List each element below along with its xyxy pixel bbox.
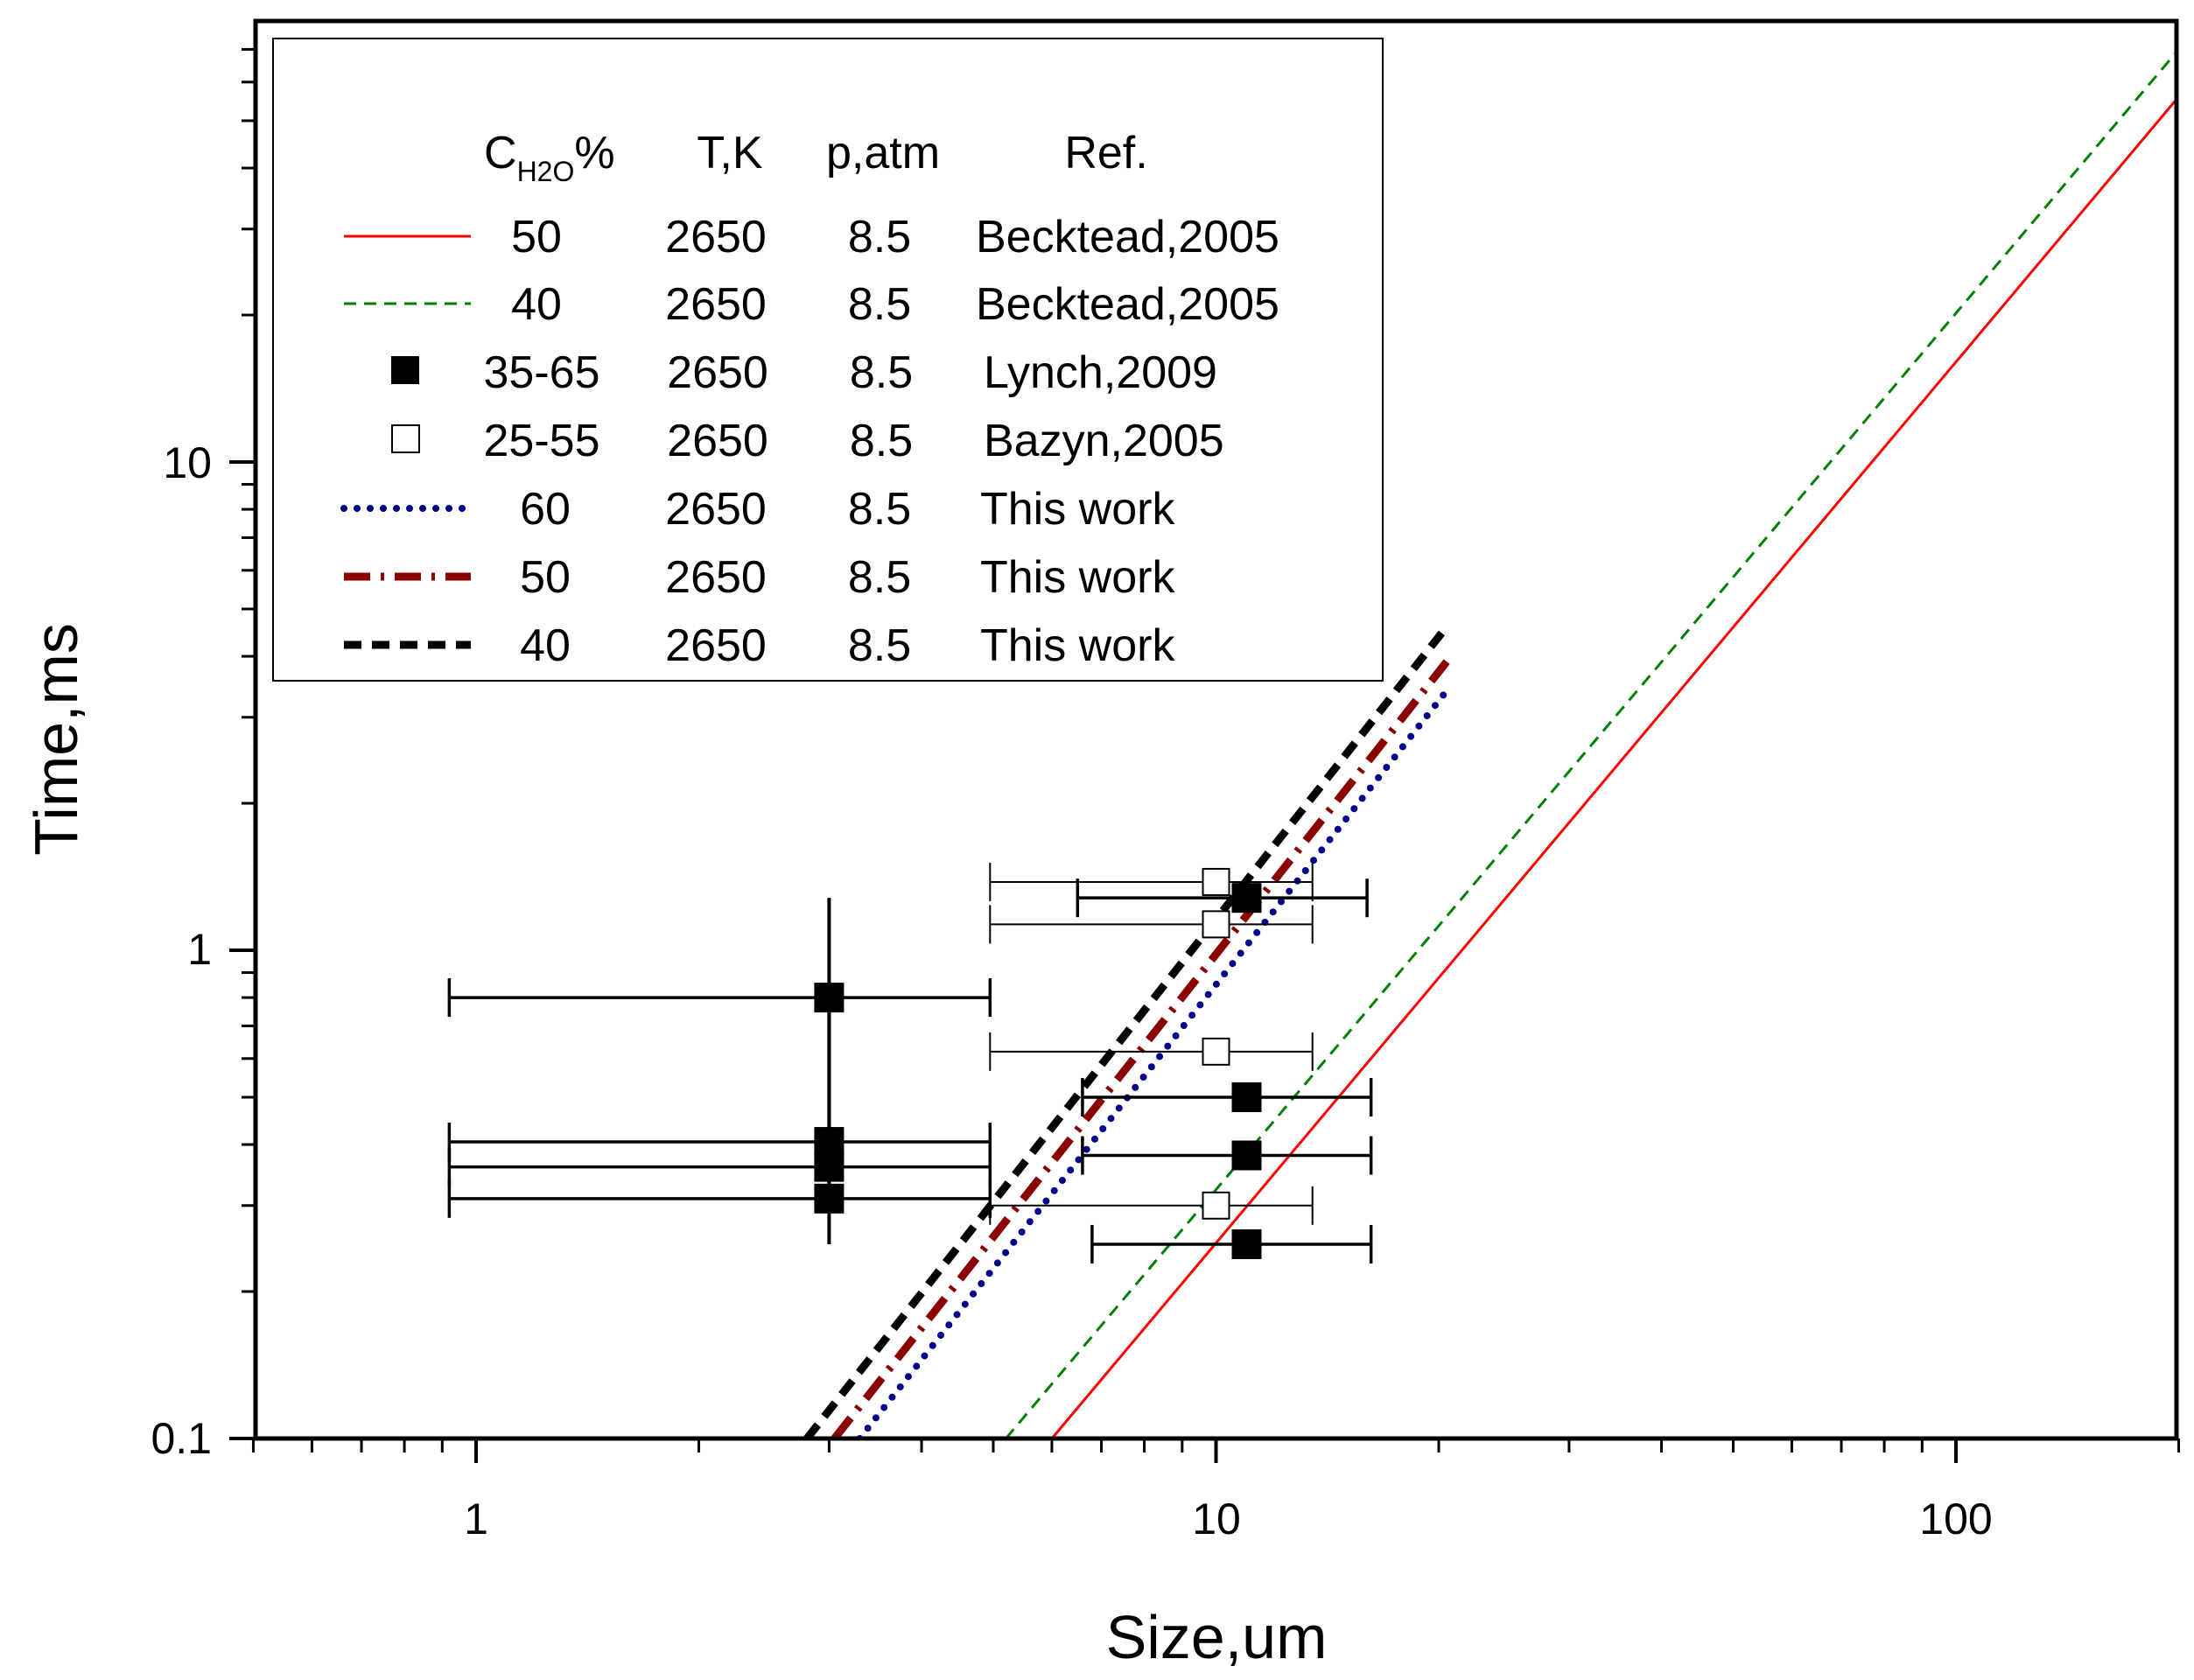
data-point-filled: [1231, 1228, 1262, 1259]
series-layer: [803, 50, 2176, 1438]
legend-entry: 50 2650 8.5 Becktead,2005: [344, 212, 1279, 262]
legend-header-conc: CH2O%: [484, 128, 615, 187]
data-point-filled: [814, 1127, 845, 1158]
legend-press: 8.5: [848, 279, 911, 330]
legend-conc: 50: [511, 212, 562, 262]
legend-ref: This work: [980, 484, 1175, 535]
legend-press: 8.5: [848, 552, 911, 603]
legend-header: CH2O% T,K p,atm Ref.: [484, 128, 1148, 187]
axis-ticks: [229, 47, 2181, 1463]
legend-header-temp: T,K: [697, 128, 762, 178]
x-axis-title: Size,um: [1106, 1603, 1328, 1671]
legend-header-conc-symbol: C: [484, 128, 517, 178]
x-tick-label: 100: [1919, 1494, 1992, 1544]
x-tick-labels: 1 10 100: [464, 1494, 1993, 1544]
legend-conc: 40: [511, 279, 562, 330]
legend-temp: 2650: [667, 416, 768, 466]
legend-temp: 2650: [665, 212, 767, 262]
x-tick-label: 1: [464, 1494, 488, 1544]
legend-header-conc-percent: %: [574, 128, 614, 178]
legend-header-ref: Ref.: [1064, 128, 1147, 178]
legend-marker-filled-square: [391, 356, 419, 384]
legend-entry: 50 2650 8.5 This work: [344, 552, 1175, 603]
data-point-filled: [1231, 1140, 1262, 1171]
series-line: [1005, 50, 2176, 1438]
y-tick-label: 0.1: [151, 1414, 212, 1463]
legend-conc: 50: [520, 552, 571, 603]
series-line: [803, 624, 1450, 1438]
legend-conc: 25-55: [484, 416, 600, 466]
legend-temp: 2650: [667, 347, 768, 398]
x-tick-label: 10: [1192, 1494, 1241, 1544]
data-point-filled: [814, 983, 845, 1013]
data-point-filled: [1231, 883, 1262, 914]
legend-ref: Becktead,2005: [976, 212, 1279, 262]
y-tick-label: 10: [163, 438, 212, 487]
legend-entry: 40 2650 8.5 Becktead,2005: [344, 279, 1279, 330]
data-point-filled: [1231, 1082, 1262, 1112]
legend-conc: 60: [520, 484, 571, 535]
legend-header-press: p,atm: [826, 128, 940, 178]
legend-entry: 35-65 2650 8.5 Lynch,2009: [391, 347, 1217, 398]
series-line: [1050, 97, 2176, 1438]
series-line: [856, 687, 1451, 1438]
legend-ref: Bazyn,2005: [984, 416, 1224, 466]
y-tick-label: 1: [187, 925, 212, 974]
data-point-filled: [814, 1152, 845, 1182]
legend-press: 8.5: [850, 416, 913, 466]
legend-conc: 35-65: [484, 347, 600, 398]
legend-press: 8.5: [848, 484, 911, 535]
legend-temp: 2650: [665, 552, 767, 603]
legend-entry: 60 2650 8.5 This work: [340, 484, 1175, 535]
data-point-open: [1202, 910, 1230, 939]
legend-ref: This work: [980, 552, 1175, 603]
plot-frame: [253, 18, 2179, 1441]
points-layer: [447, 862, 1373, 1264]
legend-conc: 40: [520, 620, 571, 671]
legend: CH2O% T,K p,atm Ref. 50 2650 8.5 Becktea…: [272, 38, 1384, 682]
y-axis-title: Time,ms: [22, 623, 90, 856]
legend-ref: Becktead,2005: [976, 279, 1279, 330]
legend-ref: Lynch,2009: [984, 347, 1217, 398]
legend-entry: 25-55 2650 8.5 Bazyn,2005: [391, 416, 1224, 466]
y-tick-labels: 0.1 1 10: [151, 438, 212, 1463]
legend-temp: 2650: [665, 279, 767, 330]
data-point-open: [1202, 1037, 1230, 1066]
legend-header-conc-subscript: H2O: [517, 156, 575, 187]
series-line: [831, 659, 1450, 1438]
legend-ref: This work: [980, 620, 1175, 671]
data-point-filled: [814, 1183, 845, 1214]
legend-press: 8.5: [848, 212, 911, 262]
legend-entry: 40 2650 8.5 This work: [344, 620, 1175, 671]
legend-temp: 2650: [665, 620, 767, 671]
legend-press: 8.5: [850, 347, 913, 398]
legend-press: 8.5: [848, 620, 911, 671]
data-point-open: [1202, 867, 1230, 896]
legend-marker-open-square: [391, 424, 420, 453]
data-point-open: [1202, 1191, 1230, 1220]
legend-temp: 2650: [665, 484, 767, 535]
